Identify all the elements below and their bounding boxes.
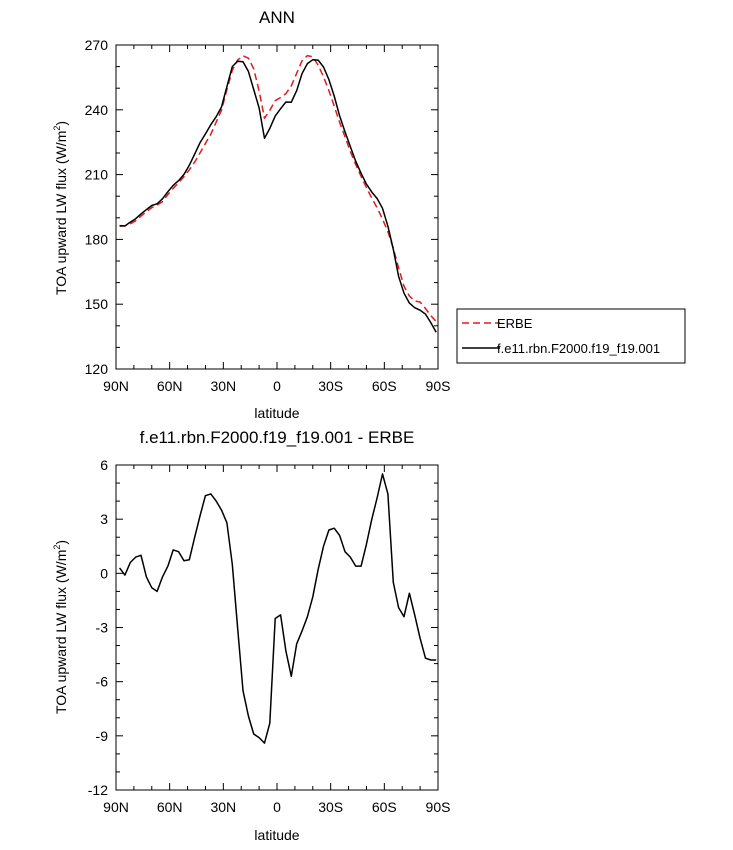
bottom-y-tick-label: -3 bbox=[96, 620, 109, 636]
top-x-tick-label: 90S bbox=[426, 378, 451, 394]
bottom-y-tick-label: -9 bbox=[96, 728, 109, 744]
top-x-tick-label: 60N bbox=[157, 378, 183, 394]
top-x-tick-label: 90N bbox=[103, 378, 129, 394]
top-x-tick-label: 0 bbox=[273, 378, 281, 394]
top-chart-title: ANN bbox=[259, 8, 295, 27]
top-series-line-1 bbox=[119, 58, 437, 333]
top-x-tick-label: 30S bbox=[318, 378, 343, 394]
legend-label-model: f.e11.rbn.F2000.f19_f19.001 bbox=[497, 341, 660, 356]
legend-box bbox=[456, 308, 686, 364]
bottom-y-axis-label-sup: 2 bbox=[52, 545, 62, 550]
bottom-y-tick-label: -12 bbox=[88, 782, 108, 798]
top-y-axis-label-sup: 2 bbox=[52, 126, 62, 131]
top-y-tick-label: 120 bbox=[85, 361, 109, 377]
top-y-axis-label-close: ) bbox=[53, 121, 69, 126]
bottom-panel: f.e11.rbn.F2000.f19_f19.001 - ERBE 90N 60… bbox=[52, 428, 450, 843]
bottom-x-tick-label: 30N bbox=[210, 799, 236, 815]
bottom-plot-area: 90N 60N 30N 0 30S 60S 90S -12 -9 -6 -3 0 3 6 bbox=[88, 457, 451, 815]
bottom-x-tick-label: 90S bbox=[426, 799, 451, 815]
bottom-y-axis-label: TOA upward LW flux (W/m2) bbox=[52, 540, 69, 714]
top-y-tick-label: 150 bbox=[85, 296, 109, 312]
top-y-tick-label: 180 bbox=[85, 231, 109, 247]
legend-label-erbe: ERBE bbox=[497, 316, 533, 331]
bottom-chart-title: f.e11.rbn.F2000.f19_f19.001 - ERBE bbox=[140, 428, 415, 447]
bottom-y-axis-label-base: TOA upward LW flux (W/m bbox=[53, 550, 69, 714]
top-y-axis-label-base: TOA upward LW flux (W/m bbox=[53, 131, 69, 295]
bottom-x-tick-label: 30S bbox=[318, 799, 343, 815]
bottom-y-tick-label: 0 bbox=[100, 565, 108, 581]
top-y-axis-label: TOA upward LW flux (W/m2) bbox=[52, 121, 69, 295]
top-x-tick-label: 30N bbox=[210, 378, 236, 394]
bottom-x-tick-label: 60S bbox=[372, 799, 397, 815]
bottom-x-tick-label: 60N bbox=[157, 799, 183, 815]
top-y-tick-label: 240 bbox=[85, 102, 109, 118]
top-x-axis-label: latitude bbox=[254, 405, 299, 421]
bottom-x-tick-label: 90N bbox=[103, 799, 129, 815]
bottom-y-tick-label: 3 bbox=[100, 511, 108, 527]
top-series-line-0 bbox=[119, 54, 437, 323]
legend: ERBE f.e11.rbn.F2000.f19_f19.001 bbox=[456, 308, 686, 364]
top-plot-area: 90N 60N 30N 0 30S 60S 90S 120 150 180 210 240 270 bbox=[85, 37, 451, 394]
bottom-x-axis-label: latitude bbox=[254, 827, 299, 843]
top-plot-frame bbox=[115, 44, 439, 370]
top-x-tick-label: 60S bbox=[372, 378, 397, 394]
bottom-series-line-0 bbox=[118, 473, 437, 744]
bottom-y-axis-label-close: ) bbox=[53, 540, 69, 545]
bottom-y-tick-label: -6 bbox=[96, 674, 109, 690]
top-panel: ANN 90N 60N 30N 0 30S 60S 90S 120 150 180 210 240 27… bbox=[52, 8, 686, 421]
bottom-x-tick-label: 0 bbox=[273, 799, 281, 815]
bottom-y-tick-label: 6 bbox=[100, 457, 108, 473]
top-y-tick-label: 270 bbox=[85, 37, 109, 53]
top-y-tick-label: 210 bbox=[85, 167, 109, 183]
